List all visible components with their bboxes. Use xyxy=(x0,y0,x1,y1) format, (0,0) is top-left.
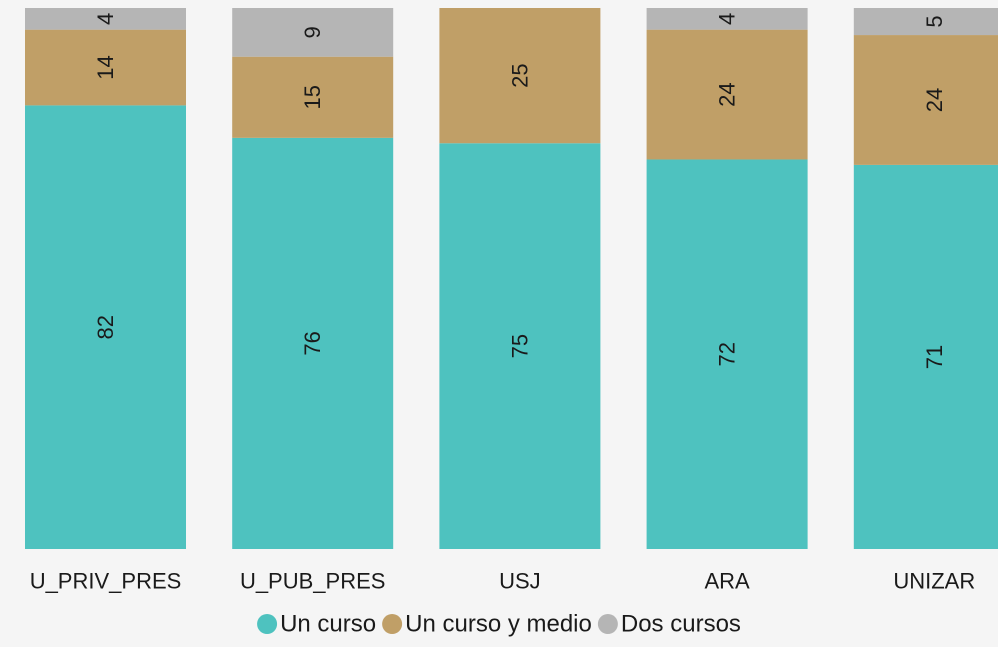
bar-unizar-un-curso-label: 71 xyxy=(922,345,947,369)
legend-item-un-curso[interactable]: Un curso xyxy=(257,611,376,638)
x-tick-label-u-pub-pres: U_PUB_PRES xyxy=(240,569,386,594)
bar-unizar-un-curso-y-medio-label: 24 xyxy=(922,88,947,112)
bar-usj-un-curso-label: 75 xyxy=(507,334,532,358)
bar-unizar-un-curso-y-medio xyxy=(853,35,998,165)
x-tick-label-unizar: UNIZAR xyxy=(893,569,975,594)
bar-ara-un-curso-y-medio-label: 24 xyxy=(715,82,740,106)
legend-label: Un curso y medio xyxy=(405,611,592,638)
bar-ara-un-curso-label: 72 xyxy=(715,342,740,366)
legend-item-un-curso-y-medio[interactable]: Un curso y medio xyxy=(382,611,592,638)
bar-usj-un-curso xyxy=(439,143,601,549)
bar-u-priv-pres-un-curso-y-medio-label: 14 xyxy=(93,55,118,79)
legend-marker xyxy=(257,614,278,634)
plot-area: 82 14 4 76 15 9 75 25 72 24 4 71 24 5 xyxy=(25,8,998,550)
bar-unizar-un-curso xyxy=(853,164,998,549)
bar-u-priv-pres-un-curso-label: 82 xyxy=(93,315,118,339)
bar-u-priv-pres-dos-cursos-label: 4 xyxy=(93,13,118,25)
legend-item-dos-cursos[interactable]: Dos cursos xyxy=(597,611,741,638)
bar-u-pub-pres-dos-cursos xyxy=(232,8,394,57)
bar-u-pub-pres-dos-cursos-label: 9 xyxy=(300,26,325,38)
legend-label: Dos cursos xyxy=(621,611,741,638)
bar-u-pub-pres-un-curso-y-medio xyxy=(232,56,394,138)
bar-usj-un-curso-y-medio-label: 25 xyxy=(507,63,532,87)
bar-ara-dos-cursos-label: 4 xyxy=(715,13,740,25)
bar-ara-un-curso-y-medio xyxy=(646,29,808,160)
bar-u-pub-pres-un-curso-y-medio-label: 15 xyxy=(300,85,325,109)
x-tick-label-u-priv-pres: U_PRIV_PRES xyxy=(30,569,182,594)
legend-marker xyxy=(382,614,403,634)
x-axis: U_PRIV_PRES U_PUB_PRES USJ ARA UNIZAR xyxy=(30,569,976,594)
bar-u-pub-pres-un-curso xyxy=(232,137,394,549)
bar-ara-dos-cursos xyxy=(646,8,808,30)
x-tick-label-usj: USJ xyxy=(499,569,541,594)
legend-label: Un curso xyxy=(280,611,376,638)
bar-usj-un-curso-y-medio xyxy=(439,8,601,144)
bar-u-pub-pres-un-curso-label: 76 xyxy=(300,331,325,355)
bar-u-priv-pres-un-curso xyxy=(25,105,186,549)
bar-ara-un-curso xyxy=(646,159,808,550)
legend-marker xyxy=(597,614,618,634)
bar-unizar-dos-cursos xyxy=(853,8,998,36)
x-tick-label-ara: ARA xyxy=(704,569,750,594)
bar-u-priv-pres-dos-cursos xyxy=(25,8,186,30)
bar-unizar-dos-cursos-label: 5 xyxy=(922,15,947,27)
legend: Un curso Un curso y medio Dos cursos xyxy=(257,611,741,638)
bar-u-priv-pres-un-curso-y-medio xyxy=(25,29,186,106)
